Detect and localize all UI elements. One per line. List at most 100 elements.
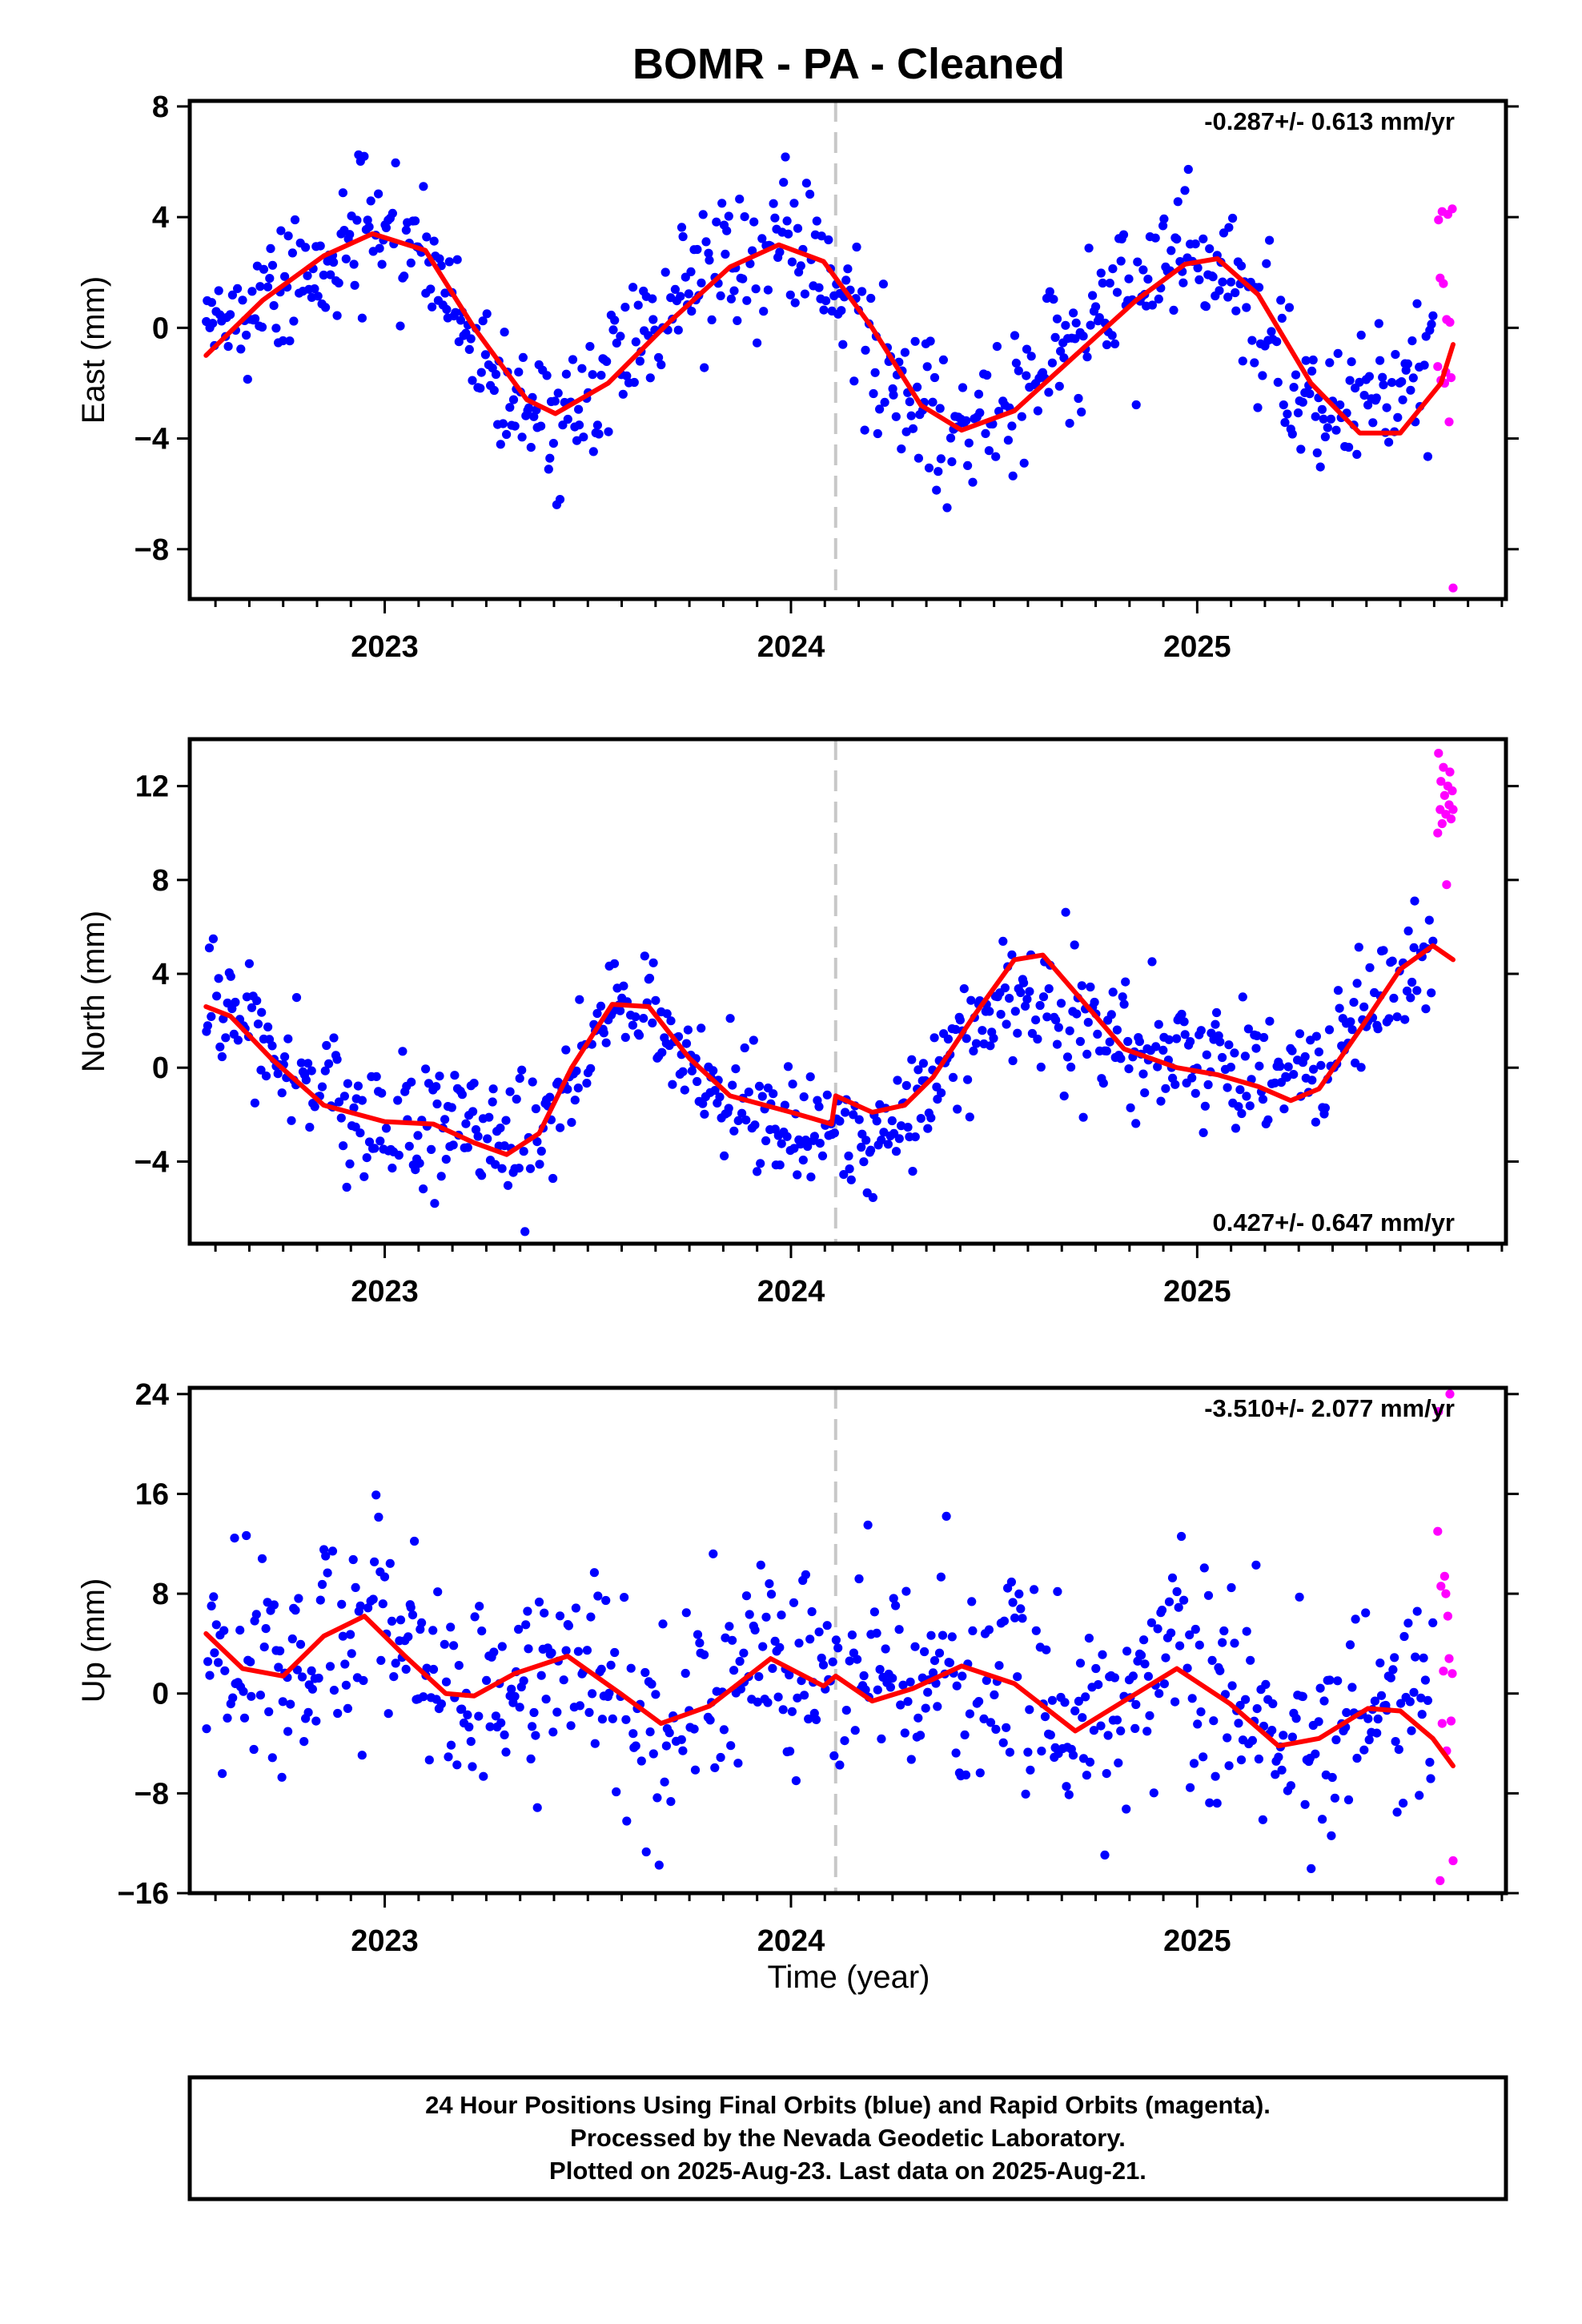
final-orbit-point bbox=[389, 1672, 399, 1682]
final-orbit-point bbox=[1110, 1673, 1119, 1683]
final-orbit-point bbox=[582, 1646, 592, 1655]
final-orbit-point bbox=[913, 453, 923, 463]
final-orbit-point bbox=[307, 1066, 316, 1076]
final-orbit-point bbox=[299, 1737, 309, 1747]
final-orbit-point bbox=[592, 1008, 602, 1019]
final-orbit-point bbox=[243, 375, 252, 384]
final-orbit-point bbox=[958, 383, 968, 392]
final-orbit-point bbox=[1065, 1026, 1074, 1035]
final-orbit-point bbox=[763, 285, 773, 295]
final-orbit-point bbox=[1006, 1577, 1016, 1587]
panel-frame bbox=[187, 1385, 1508, 1896]
final-orbit-point bbox=[1189, 1759, 1199, 1768]
final-orbit-point bbox=[963, 460, 973, 471]
final-orbit-point bbox=[906, 411, 916, 420]
final-orbit-point bbox=[424, 1079, 434, 1088]
final-orbit-point bbox=[735, 1656, 745, 1667]
final-orbit-point bbox=[1098, 1079, 1108, 1088]
final-orbit-point bbox=[881, 1644, 890, 1654]
final-orbit-point bbox=[1311, 1031, 1321, 1041]
final-orbit-point bbox=[968, 1626, 978, 1635]
final-orbit-point bbox=[1359, 391, 1369, 400]
final-orbit-point bbox=[311, 1716, 321, 1726]
final-orbit-point bbox=[770, 213, 780, 223]
final-orbit-point bbox=[610, 1647, 620, 1658]
final-orbit-point bbox=[817, 231, 826, 241]
final-orbit-point bbox=[1070, 334, 1080, 344]
final-orbit-point bbox=[496, 1124, 505, 1133]
final-orbit-point bbox=[227, 290, 237, 300]
final-orbit-point bbox=[278, 1697, 287, 1707]
y-tick-label: 0 bbox=[152, 1678, 169, 1711]
final-orbit-point bbox=[1379, 946, 1388, 955]
final-orbit-point bbox=[205, 1671, 215, 1680]
final-orbit-point bbox=[857, 1142, 866, 1152]
final-orbit-point bbox=[1370, 1696, 1379, 1706]
final-orbit-point bbox=[900, 1728, 909, 1738]
final-orbit-point bbox=[893, 1076, 902, 1085]
final-orbit-point bbox=[570, 1096, 580, 1105]
final-orbit-point bbox=[761, 1136, 771, 1146]
final-orbit-point bbox=[283, 1727, 293, 1736]
final-orbit-point bbox=[525, 1164, 536, 1173]
final-orbit-point bbox=[780, 1100, 790, 1110]
final-orbit-point bbox=[387, 1616, 397, 1626]
final-orbit-point bbox=[815, 1139, 825, 1148]
y-axis-label: North (mm) bbox=[76, 911, 111, 1072]
final-orbit-point bbox=[235, 1626, 245, 1635]
final-orbit-point bbox=[768, 1663, 777, 1673]
final-orbit-point bbox=[1356, 330, 1366, 340]
final-orbit-point bbox=[561, 1045, 571, 1055]
final-orbit-point bbox=[745, 1610, 754, 1619]
final-orbit-point bbox=[327, 1546, 338, 1556]
y-tick-label: 4 bbox=[152, 958, 169, 991]
final-orbit-point bbox=[1183, 164, 1193, 175]
final-orbit-point bbox=[419, 1184, 428, 1194]
final-orbit-point bbox=[289, 316, 299, 326]
final-orbit-point bbox=[230, 1534, 239, 1543]
final-orbit-point bbox=[536, 421, 546, 431]
final-orbit-point bbox=[303, 271, 312, 280]
final-orbit-point bbox=[269, 301, 279, 311]
final-orbit-point bbox=[329, 1033, 339, 1043]
final-orbit-point bbox=[1390, 1653, 1399, 1663]
final-orbit-point bbox=[978, 1026, 987, 1035]
final-orbit-point bbox=[346, 1630, 355, 1639]
final-orbit-point bbox=[440, 1115, 450, 1124]
final-orbit-point bbox=[894, 1134, 904, 1144]
final-orbit-point bbox=[1398, 395, 1407, 404]
final-orbit-point bbox=[339, 1092, 349, 1101]
final-orbit-point bbox=[761, 1612, 771, 1622]
final-orbit-point bbox=[608, 325, 618, 335]
final-orbit-point bbox=[1277, 1765, 1287, 1775]
final-orbit-point bbox=[267, 260, 278, 270]
final-orbit-point bbox=[429, 236, 439, 246]
final-orbit-point bbox=[955, 1015, 965, 1025]
final-orbit-point bbox=[261, 1624, 271, 1634]
final-orbit-point bbox=[628, 1729, 638, 1739]
final-orbit-point bbox=[476, 368, 486, 377]
final-orbit-point bbox=[572, 436, 582, 445]
final-orbit-point bbox=[859, 1157, 869, 1167]
final-orbit-point bbox=[352, 215, 362, 225]
final-orbit-point bbox=[475, 1602, 484, 1611]
final-orbit-point bbox=[678, 231, 688, 242]
final-orbit-point bbox=[1375, 1659, 1385, 1668]
final-orbit-point bbox=[574, 420, 584, 430]
final-orbit-point bbox=[261, 1072, 271, 1081]
final-orbit-point bbox=[1333, 348, 1343, 358]
final-orbit-point bbox=[381, 223, 391, 232]
final-orbit-point bbox=[1052, 314, 1062, 324]
final-orbit-point bbox=[469, 1079, 479, 1088]
final-orbit-point bbox=[479, 1771, 488, 1781]
final-orbit-point bbox=[1331, 425, 1341, 435]
final-orbit-point bbox=[515, 1074, 524, 1084]
final-orbit-point bbox=[342, 1182, 351, 1192]
final-orbit-point bbox=[1347, 357, 1356, 367]
final-orbit-point bbox=[1230, 1048, 1239, 1058]
final-orbit-point bbox=[1201, 302, 1211, 312]
final-orbit-point bbox=[307, 1684, 317, 1694]
velocity-annotation: -3.510+/- 2.077 mm/yr bbox=[1204, 1394, 1455, 1422]
final-orbit-point bbox=[357, 1751, 367, 1760]
final-orbit-point bbox=[803, 1141, 813, 1152]
